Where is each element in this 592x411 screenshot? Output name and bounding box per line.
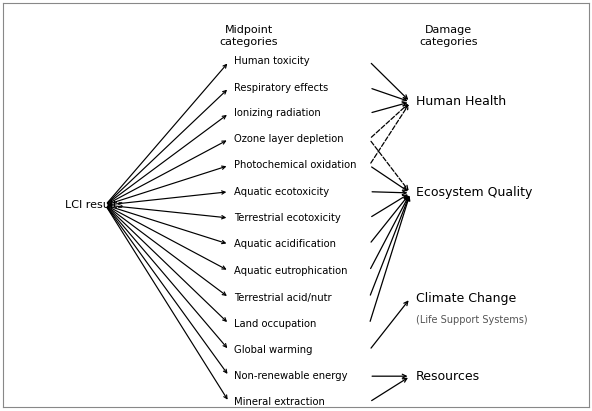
- Text: Terrestrial acid/nutr: Terrestrial acid/nutr: [234, 293, 332, 302]
- Text: Climate Change: Climate Change: [416, 292, 516, 305]
- Text: Human Health: Human Health: [416, 95, 506, 109]
- Text: (Life Support Systems): (Life Support Systems): [416, 315, 528, 326]
- Text: Aquatic eutrophication: Aquatic eutrophication: [234, 266, 348, 276]
- Text: Ozone layer depletion: Ozone layer depletion: [234, 134, 344, 144]
- Text: Ecosystem Quality: Ecosystem Quality: [416, 187, 533, 199]
- Text: LCI results: LCI results: [65, 200, 123, 210]
- Text: Ionizing radiation: Ionizing radiation: [234, 108, 321, 118]
- Text: Mineral extraction: Mineral extraction: [234, 397, 325, 407]
- Text: Human toxicity: Human toxicity: [234, 56, 310, 67]
- Text: Resources: Resources: [416, 369, 480, 383]
- Text: Aquatic acidification: Aquatic acidification: [234, 239, 336, 249]
- Text: Midpoint
categories: Midpoint categories: [220, 25, 278, 46]
- Text: Land occupation: Land occupation: [234, 319, 317, 329]
- Text: Global warming: Global warming: [234, 345, 313, 355]
- Text: Aquatic ecotoxicity: Aquatic ecotoxicity: [234, 187, 330, 197]
- Text: Terrestrial ecotoxicity: Terrestrial ecotoxicity: [234, 213, 341, 223]
- Text: Damage
categories: Damage categories: [419, 25, 478, 46]
- Text: Photochemical oxidation: Photochemical oxidation: [234, 160, 357, 171]
- Text: Non-renewable energy: Non-renewable energy: [234, 371, 348, 381]
- Text: Respiratory effects: Respiratory effects: [234, 83, 329, 93]
